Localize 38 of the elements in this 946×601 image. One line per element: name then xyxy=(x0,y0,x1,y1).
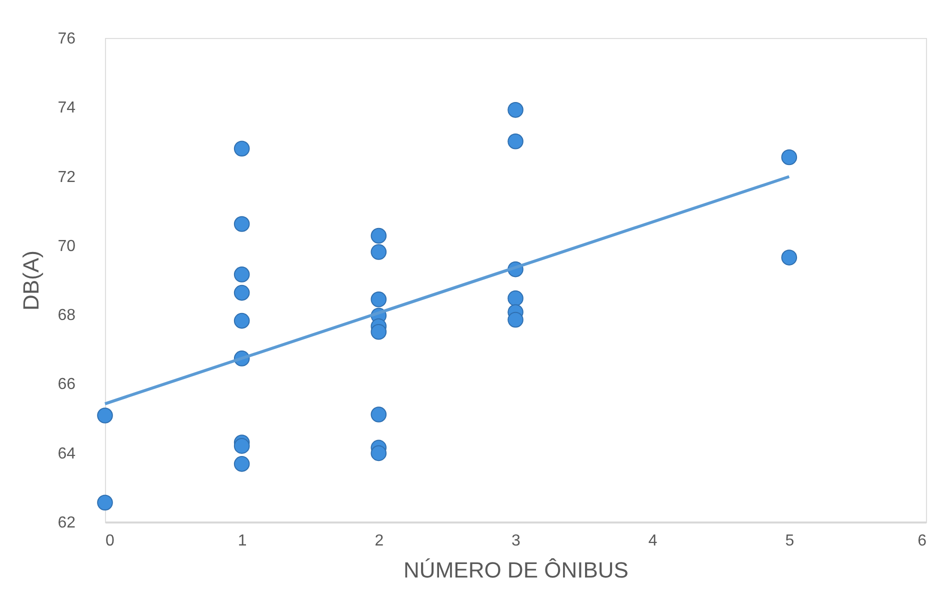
point xyxy=(370,406,387,422)
y-tick-label: 72 xyxy=(58,168,76,186)
point xyxy=(508,312,524,328)
point xyxy=(370,244,387,260)
point xyxy=(234,284,250,301)
x-tick-label: 0 xyxy=(106,532,114,550)
y-tick-label: 76 xyxy=(58,30,76,48)
point xyxy=(97,408,113,424)
x-axis-title: NÚMERO DE ÔNIBUS xyxy=(404,558,628,582)
point xyxy=(370,291,387,308)
x-tick-label: 1 xyxy=(238,532,247,550)
y-tick-label: 68 xyxy=(58,307,76,324)
y-axis-title: DB(A) xyxy=(18,250,44,310)
x-tick-label: 2 xyxy=(374,532,384,550)
y-tick-label: 66 xyxy=(58,376,76,394)
point xyxy=(234,140,250,157)
point xyxy=(781,149,798,166)
point xyxy=(234,266,250,282)
point xyxy=(234,216,250,232)
point xyxy=(370,324,387,340)
point xyxy=(234,438,250,454)
y-tick-label: 62 xyxy=(58,514,76,532)
point xyxy=(370,228,387,244)
point xyxy=(508,102,524,118)
point xyxy=(370,445,387,462)
x-tick-label: 5 xyxy=(785,532,794,550)
x-tick-label: 3 xyxy=(512,532,521,550)
point xyxy=(234,312,250,329)
x-tick-label: 6 xyxy=(918,532,927,550)
point xyxy=(508,290,524,306)
y-tick-label: 74 xyxy=(58,100,76,117)
y-tick-label: 64 xyxy=(58,445,76,462)
point xyxy=(781,250,798,266)
point xyxy=(508,133,524,150)
y-tick-label: 70 xyxy=(58,238,76,255)
point xyxy=(234,456,250,472)
point xyxy=(97,494,113,511)
x-tick-label: 4 xyxy=(648,532,658,550)
